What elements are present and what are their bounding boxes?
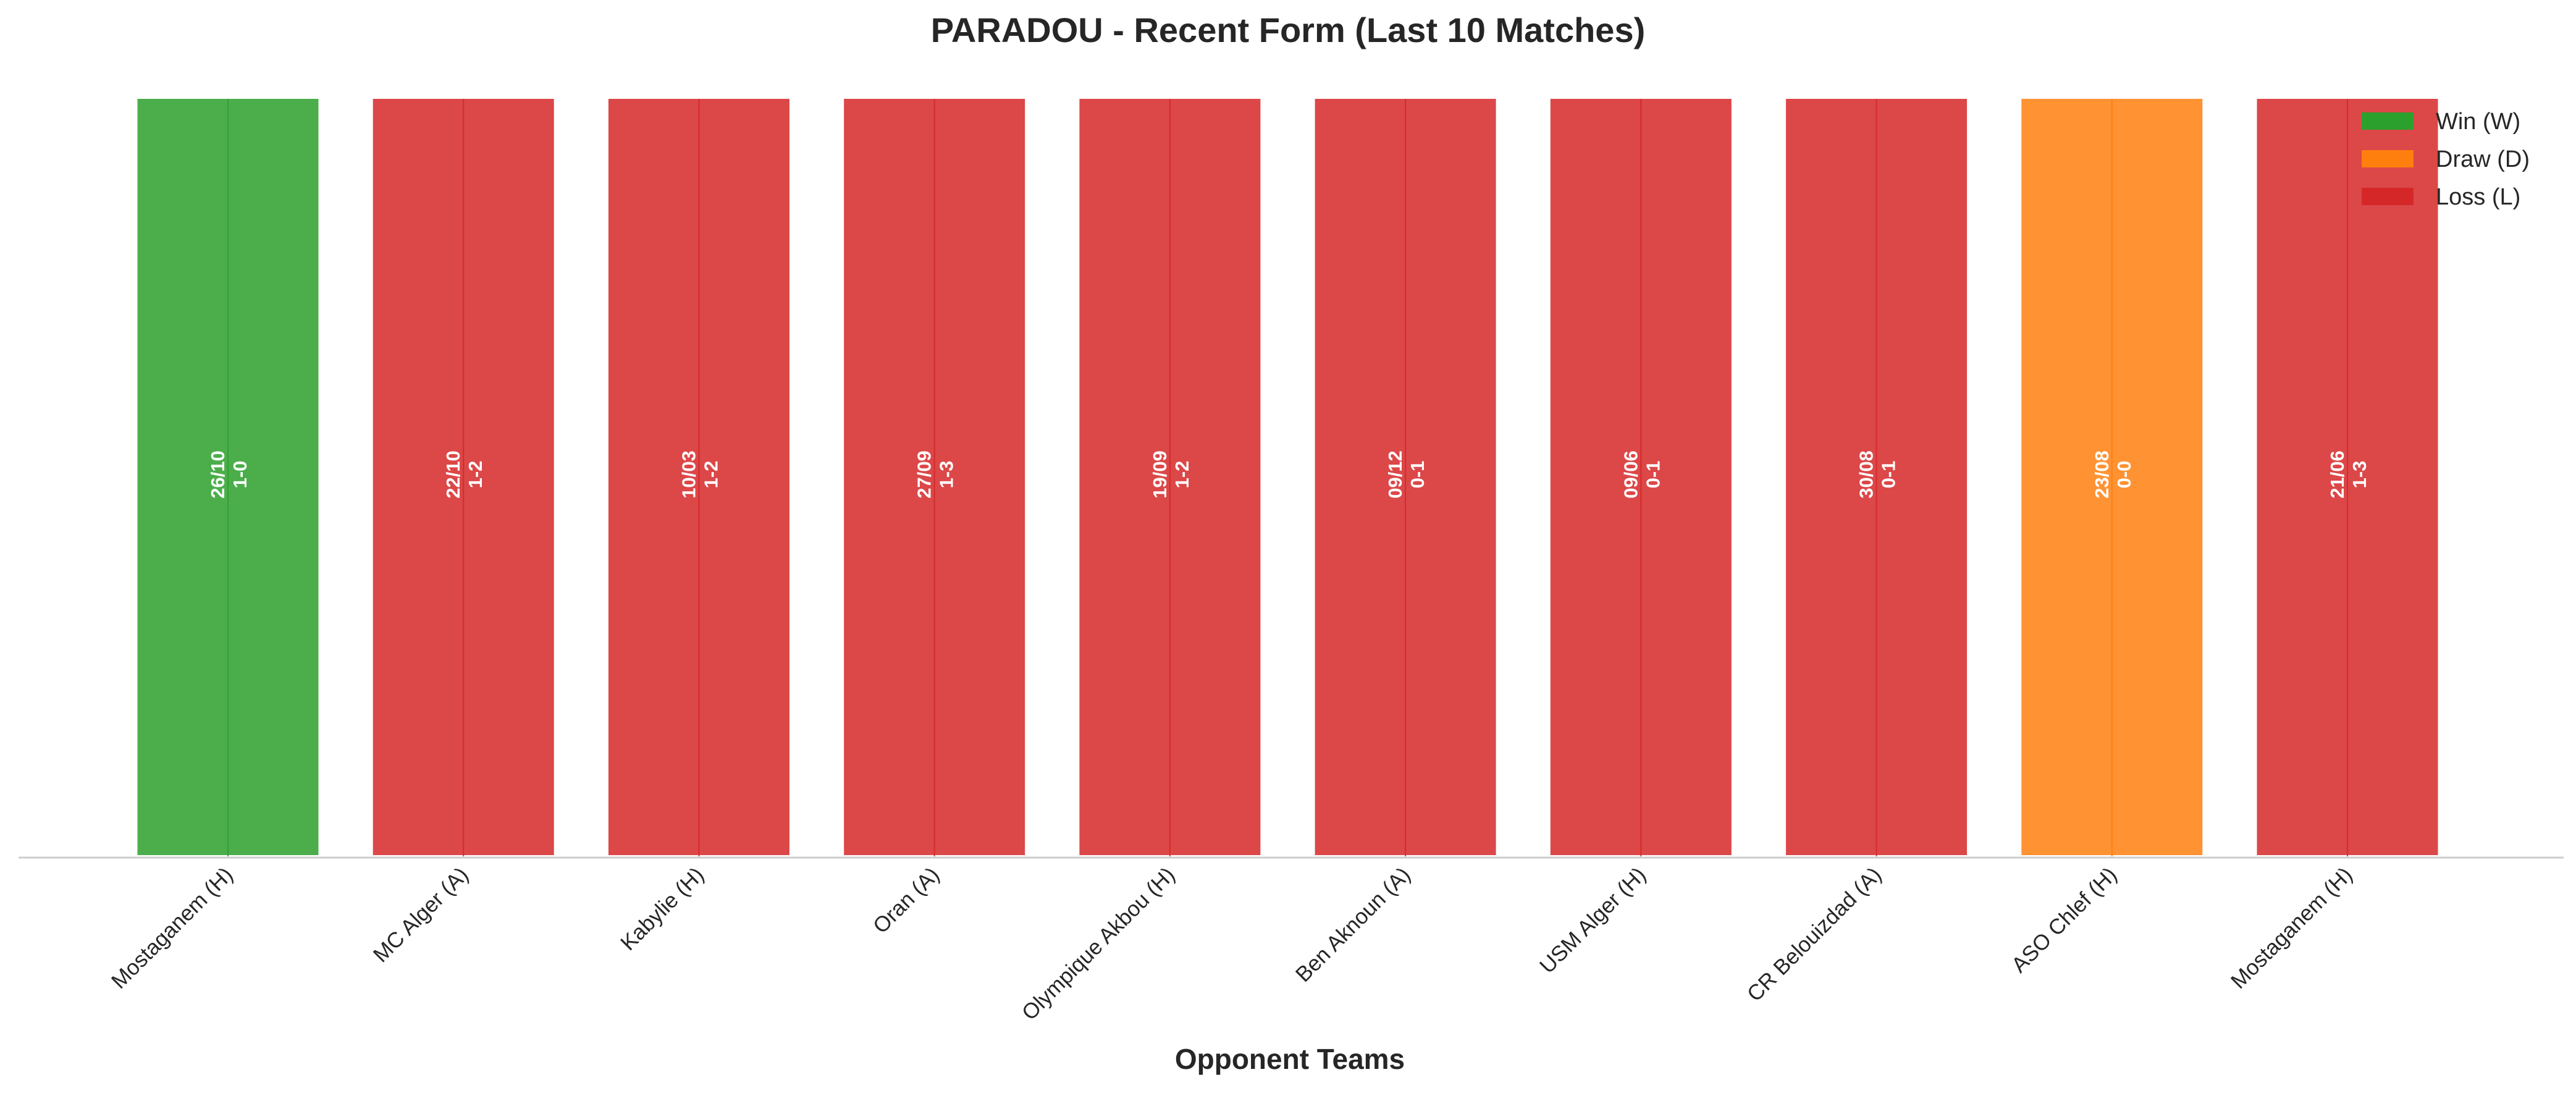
x-tick-label-7: USM Alger (H) bbox=[1535, 863, 1651, 978]
legend-swatch-d bbox=[2362, 150, 2414, 167]
bar-score-label: 1-3 bbox=[2349, 461, 2370, 489]
x-axis-label: Opponent Teams bbox=[1175, 1043, 1405, 1075]
bar-date-label: 09/06 bbox=[1620, 450, 1641, 499]
x-tick-label-10: Mostaganem (H) bbox=[2226, 863, 2357, 994]
x-tick-label-9: ASO Chlef (H) bbox=[2007, 863, 2122, 977]
bar-score-label: 0-1 bbox=[1878, 461, 1900, 489]
bar-score-label: 1-2 bbox=[1171, 461, 1193, 489]
legend-label-w: Win (W) bbox=[2436, 109, 2520, 135]
bar-date-label: 09/12 bbox=[1384, 450, 1406, 499]
bar-label-3: 10/031-2 bbox=[678, 450, 722, 499]
bar-date-label: 23/08 bbox=[2091, 450, 2113, 499]
x-tick-label-8: CR Belouizdad (A) bbox=[1743, 863, 1887, 1006]
bar-score-label: 1-2 bbox=[465, 461, 486, 489]
bar-score-label: 1-0 bbox=[229, 461, 251, 489]
bar-label-10: 21/061-3 bbox=[2326, 450, 2370, 499]
bar-score-label: 0-0 bbox=[2113, 461, 2135, 489]
legend-label-l: Loss (L) bbox=[2436, 184, 2520, 210]
bar-score-label: 1-2 bbox=[700, 461, 722, 489]
chart-title: PARADOU - Recent Form (Last 10 Matches) bbox=[931, 11, 1646, 49]
legend-label-d: Draw (D) bbox=[2436, 146, 2530, 172]
x-tick-label-2: MC Alger (A) bbox=[369, 863, 473, 967]
bar-date-label: 26/10 bbox=[207, 450, 229, 499]
bar-score-label: 1-3 bbox=[936, 461, 958, 489]
bar-date-label: 10/03 bbox=[678, 450, 699, 499]
bar-score-label: 0-1 bbox=[1642, 461, 1664, 489]
bar-label-7: 09/060-1 bbox=[1620, 450, 1664, 499]
x-tick-label-1: Mostaganem (H) bbox=[107, 863, 238, 994]
x-tick-label-4: Oran (A) bbox=[869, 863, 944, 938]
bar-label-5: 19/091-2 bbox=[1149, 450, 1193, 499]
bar-label-9: 23/080-0 bbox=[2091, 450, 2135, 499]
bar-date-label: 22/10 bbox=[442, 450, 464, 499]
bar-label-8: 30/080-1 bbox=[1856, 450, 1900, 499]
x-tick-labels: Mostaganem (H) MC Alger (A) Kabylie (H) Ora… bbox=[107, 863, 2357, 1025]
bar-label-6: 09/120-1 bbox=[1384, 450, 1428, 499]
bar-score-label: 0-1 bbox=[1407, 461, 1428, 489]
bar-label-4: 27/091-3 bbox=[914, 450, 958, 499]
bars-group bbox=[135, 96, 2441, 858]
bar-date-label: 27/09 bbox=[914, 450, 935, 499]
bar-date-label: 19/09 bbox=[1149, 450, 1171, 499]
bar-date-label: 30/08 bbox=[1856, 450, 1877, 499]
bar-labels-group: 26/101-0 22/101-2 10/031-2 27/091-3 19/091-2… bbox=[207, 450, 2370, 499]
legend-swatch-w bbox=[2362, 112, 2414, 130]
x-tick-label-6: Ben Aknoun (A) bbox=[1291, 863, 1415, 987]
legend: Win (W) Draw (D) Loss (L) bbox=[2362, 109, 2530, 210]
x-tick-label-5: Olympique Akbou (H) bbox=[1017, 863, 1180, 1025]
legend-swatch-l bbox=[2362, 188, 2414, 205]
bar-label-2: 22/101-2 bbox=[442, 450, 486, 499]
bar-label-1: 26/101-0 bbox=[207, 450, 251, 499]
bar-date-label: 21/06 bbox=[2326, 450, 2348, 499]
x-tick-label-3: Kabylie (H) bbox=[616, 863, 709, 955]
